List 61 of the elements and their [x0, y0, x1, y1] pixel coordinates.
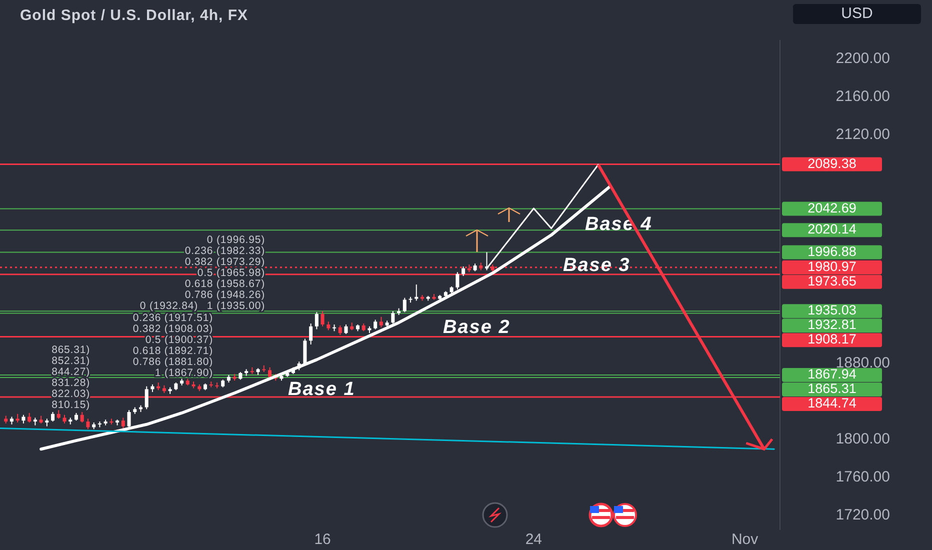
candlestick	[309, 323, 313, 345]
ref-line-label: 1996.88	[808, 244, 856, 259]
candlestick	[314, 312, 318, 330]
annotation: 0 (1996.95)	[206, 234, 265, 246]
chart-title: Gold Spot / U.S. Dollar, 4h, FX	[20, 6, 248, 24]
annotation: 810.15)	[52, 398, 90, 411]
y-tick-label: 1800.00	[836, 430, 890, 448]
ref-line-label: 1980.97	[808, 258, 856, 274]
candlestick	[144, 386, 148, 410]
ref-line-label: 1867.94	[808, 366, 857, 382]
annotation: 0.786 (1881.80)	[132, 356, 213, 368]
x-tick-label: 16	[314, 530, 331, 548]
candlestick	[344, 324, 348, 334]
candlestick	[51, 412, 55, 422]
candlestick	[414, 284, 418, 302]
ref-line-label: 2042.69	[808, 200, 856, 216]
annotation: 852.31)	[52, 354, 90, 367]
annotation: Base 1	[288, 379, 356, 400]
annotation: 0.786 (1948.26)	[184, 288, 265, 301]
annotation: 0.382 (1973.29)	[184, 256, 265, 268]
annotation: 0 (1932.84)	[140, 300, 198, 312]
ref-line-label: 1908.17	[808, 332, 856, 347]
candlestick	[86, 418, 90, 430]
candlestick	[456, 272, 460, 290]
annotation: 1 (1935.00)	[206, 300, 265, 312]
candlestick	[379, 316, 383, 328]
candlestick	[28, 412, 32, 423]
candlestick	[303, 338, 307, 365]
y-tick-label: 2160.00	[836, 88, 890, 106]
annotation: 831.28)	[52, 376, 90, 389]
ref-line-label: 1973.65	[808, 273, 856, 288]
annotation: 0.236 (1917.51)	[132, 312, 213, 324]
ref-line-label: 1865.31	[808, 381, 856, 396]
x-tick-label: Nov	[731, 530, 759, 548]
annotation: 865.31)	[52, 344, 90, 356]
candlestick	[121, 417, 125, 430]
annotation: 0.382 (1908.03)	[132, 322, 213, 335]
y-axis-title: USD	[841, 4, 873, 22]
candlestick	[320, 310, 324, 327]
y-tick-label: 2200.00	[836, 50, 890, 67]
annotation: Base 4	[585, 214, 652, 236]
candlestick	[374, 319, 378, 330]
ref-line-label: 1935.03	[808, 302, 856, 318]
candlestick	[391, 310, 395, 324]
annotation: Base 2	[443, 317, 510, 338]
x-tick-label: 24	[525, 530, 542, 548]
y-tick-label: 1720.00	[836, 506, 890, 524]
ref-line-label: 2020.14	[808, 222, 857, 237]
y-tick-label: 1760.00	[836, 468, 890, 486]
annotation: Base 3	[563, 255, 630, 276]
annotation: 0.618 (1958.67)	[184, 278, 265, 290]
candlestick	[80, 412, 84, 423]
ref-line-label: 1932.81	[808, 317, 856, 332]
candlestick	[462, 266, 466, 276]
candlestick	[402, 297, 406, 313]
candlestick	[127, 410, 131, 429]
annotation: 0.5 (1900.37)	[145, 334, 213, 346]
ref-line-label: 1844.74	[808, 396, 857, 411]
annotation: 0.618 (1892.71)	[132, 344, 213, 357]
ref-line-label: 2089.38	[808, 156, 856, 171]
y-tick-label: 2120.00	[836, 126, 890, 144]
